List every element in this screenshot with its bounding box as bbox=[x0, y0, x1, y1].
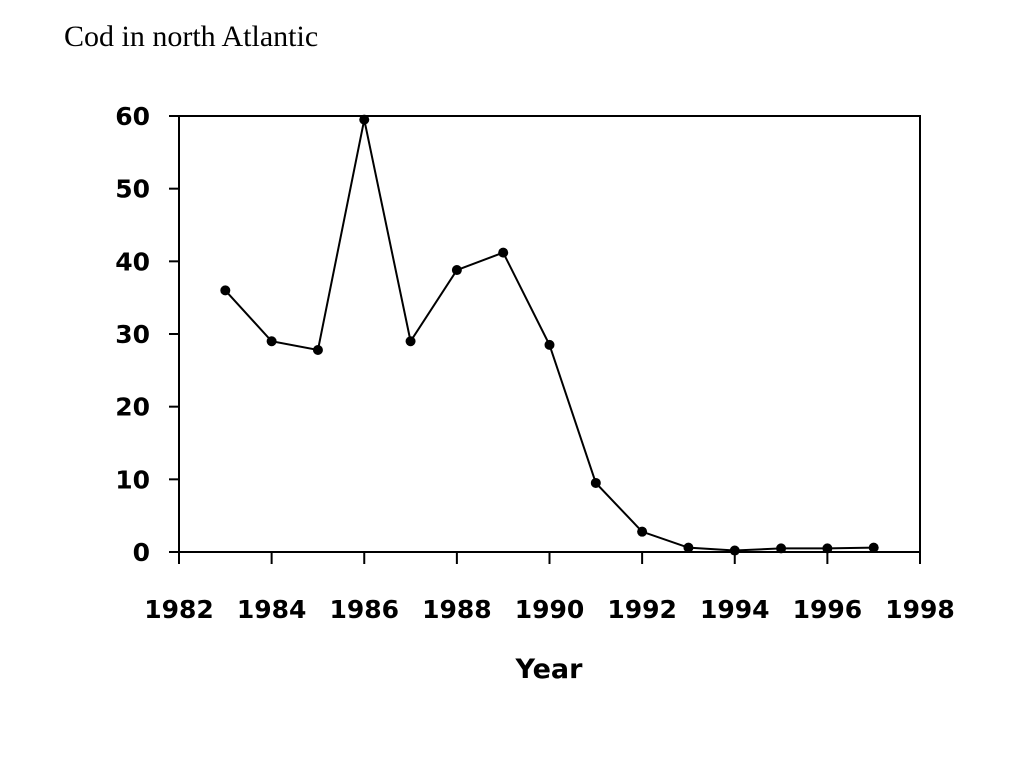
y-tick-label-5: 50 bbox=[115, 175, 150, 204]
data-point-1989 bbox=[498, 247, 509, 258]
data-point-1987 bbox=[405, 336, 416, 347]
x-axis-title: Year bbox=[515, 654, 584, 685]
y-tick-label-3: 30 bbox=[115, 320, 150, 349]
data-point-1988 bbox=[451, 265, 462, 276]
x-tick-label-2: 1986 bbox=[329, 595, 399, 624]
x-tick-label-8: 1998 bbox=[885, 595, 955, 624]
data-point-1996 bbox=[822, 543, 833, 554]
x-tick-label-4: 1990 bbox=[515, 595, 585, 624]
y-tick-label-6: 60 bbox=[115, 102, 150, 131]
data-point-1984 bbox=[266, 336, 277, 347]
x-tick-label-7: 1996 bbox=[793, 595, 863, 624]
data-point-1990 bbox=[544, 339, 555, 350]
y-tick-label-1: 10 bbox=[115, 465, 150, 494]
x-tick-label-6: 1994 bbox=[700, 595, 770, 624]
y-axis-tick-labels: 0 10 20 30 40 50 60 bbox=[115, 102, 150, 567]
series-line-0 bbox=[224, 119, 874, 552]
data-point-1997 bbox=[868, 542, 879, 553]
slide-title: Cod in north Atlantic bbox=[64, 20, 319, 53]
data-point-1985 bbox=[312, 344, 323, 355]
x-axis-ticks bbox=[178, 552, 921, 564]
x-tick-label-0: 1982 bbox=[144, 595, 214, 624]
y-tick-label-4: 40 bbox=[115, 247, 150, 276]
data-point-1995 bbox=[776, 543, 787, 554]
data-point-1991 bbox=[590, 477, 601, 488]
data-point-1986 bbox=[359, 114, 370, 125]
x-tick-label-5: 1992 bbox=[607, 595, 677, 624]
y-tick-label-2: 20 bbox=[115, 393, 150, 422]
data-point-1992 bbox=[637, 526, 648, 537]
x-axis-tick-labels: 1982 1984 1986 1988 1990 1992 1994 1996 1998 bbox=[144, 595, 955, 624]
series-layer bbox=[220, 114, 879, 556]
y-tick-label-0: 0 bbox=[133, 538, 150, 567]
data-point-1994 bbox=[729, 545, 740, 556]
y-axis-ticks bbox=[169, 115, 179, 553]
plot-frame bbox=[178, 115, 921, 553]
x-tick-label-3: 1988 bbox=[422, 595, 492, 624]
data-point-1993 bbox=[683, 542, 694, 553]
data-point-1983 bbox=[220, 285, 231, 296]
x-tick-label-1: 1984 bbox=[237, 595, 307, 624]
